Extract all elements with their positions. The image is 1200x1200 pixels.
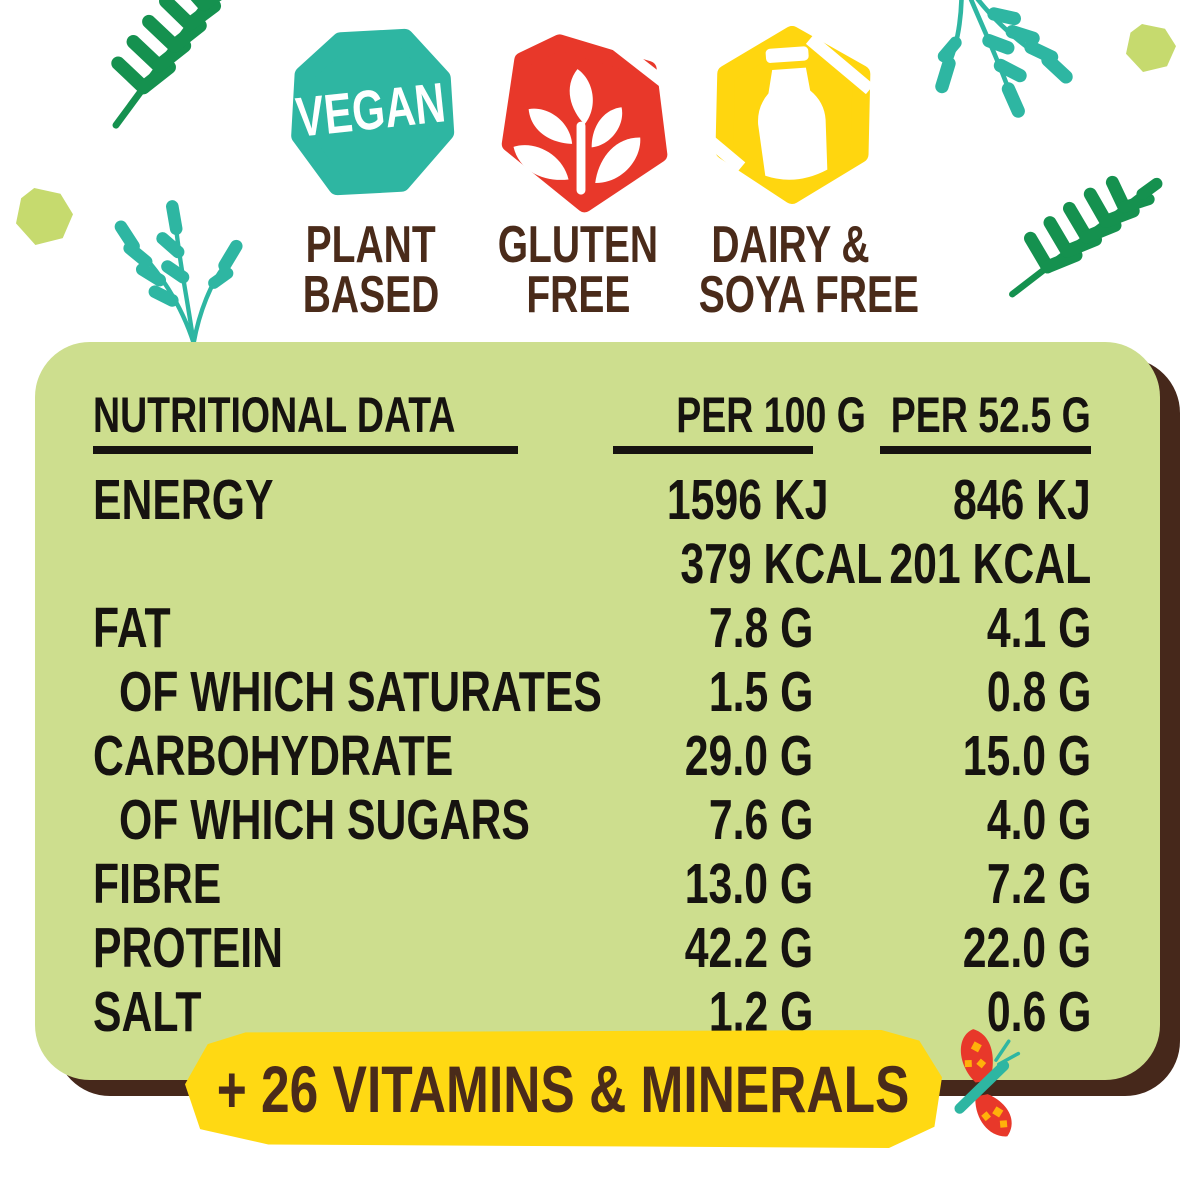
fern-icon	[990, 172, 1188, 302]
milk-bottle-crossed-icon	[707, 26, 874, 204]
table-header-row: NUTRITIONAL DATA PER 100 G PER 52.5 G	[93, 388, 1091, 442]
header-per-52g: PER 52.5 G	[890, 387, 1091, 443]
table-row-carbohydrate: CARBOHYDRATE 29.0 G 15.0 G	[93, 724, 1091, 788]
header-nutritional-data: NUTRITIONAL DATA	[93, 387, 456, 443]
hexagon-dot	[1126, 24, 1176, 72]
vegan-badge-label: VEGAN	[293, 69, 449, 149]
table-row-energy-kcal: 379 KCAL 201 KCAL	[680, 532, 1091, 596]
table-row-sugars: OF WHICH SUGARS 7.6 G 4.0 G	[119, 788, 1091, 852]
table-row-energy: ENERGY 1596 KJ 846 KJ	[93, 468, 1091, 532]
header-underline	[880, 446, 1091, 454]
header-underlines	[93, 446, 1091, 454]
nutrition-panel: NUTRITIONAL DATA PER 100 G PER 52.5 G EN…	[35, 342, 1160, 1080]
table-row-salt: SALT 1.2 G 0.6 G	[93, 980, 1091, 1044]
header-underline	[93, 446, 518, 454]
dairy-soya-free-caption: DAIRY & SOYA FREE	[698, 216, 920, 324]
table-row-fibre: FIBRE 13.0 G 7.2 G	[93, 852, 1091, 916]
table-row-saturates: OF WHICH SATURATES 1.5 G 0.8 G	[119, 660, 1091, 724]
plant-based-caption: PLANT BASED	[302, 216, 440, 324]
leaf-branch-icon	[92, 190, 272, 345]
header-underline	[613, 446, 813, 454]
table-row-fat: FAT 7.8 G 4.1 G	[93, 596, 1091, 660]
vitamins-banner-text: + 26 VITAMINS & MINERALS	[217, 1052, 910, 1126]
vitamins-banner: + 26 VITAMINS & MINERALS	[185, 1030, 942, 1148]
vegan-badge-icon	[291, 28, 455, 196]
leaf-branch-icon	[888, 0, 1098, 152]
gluten-free-caption: GLUTEN FREE	[497, 216, 659, 324]
hexagon-dot	[16, 188, 73, 245]
table-body: ENERGY 1596 KJ 846 KJ 379 KCAL 201 KCAL …	[93, 468, 1091, 1044]
header-per-100g: PER 100 G	[676, 387, 866, 443]
fern-icon	[71, 0, 283, 142]
table-row-protein: PROTEIN 42.2 G 22.0 G	[93, 916, 1091, 980]
butterfly-icon	[954, 1029, 1021, 1137]
wheat-crossed-icon	[492, 30, 670, 213]
